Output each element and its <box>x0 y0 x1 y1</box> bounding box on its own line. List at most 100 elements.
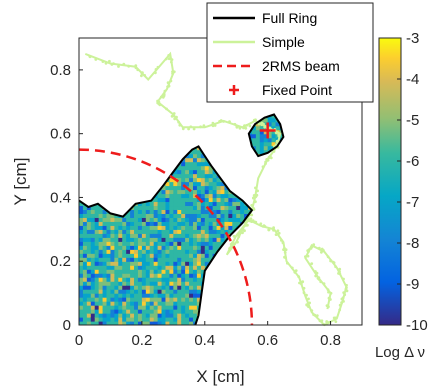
heat-cell <box>130 133 135 139</box>
heat-cell <box>208 141 214 147</box>
heat-cell <box>212 141 218 147</box>
heat-cell <box>82 197 88 203</box>
heat-cell <box>134 177 139 183</box>
heat-cell <box>149 265 155 270</box>
simple-point <box>283 251 287 254</box>
heat-cell <box>157 197 163 203</box>
heat-cell <box>220 249 226 254</box>
simple-point <box>164 57 168 61</box>
heat-cell <box>240 129 245 135</box>
heat-cell <box>236 285 241 290</box>
heat-cell <box>216 161 222 167</box>
heat-cell <box>94 209 100 214</box>
simple-point <box>241 231 244 235</box>
heat-cell <box>165 193 170 199</box>
heat-cell <box>251 225 257 230</box>
heat-cell <box>240 117 245 123</box>
heat-cell <box>110 225 115 230</box>
heat-cell <box>94 121 100 127</box>
heat-cell <box>244 261 249 266</box>
heat-cell <box>98 277 104 282</box>
heat-cell <box>259 197 265 203</box>
heat-cell <box>90 301 96 306</box>
heat-cell <box>145 237 151 242</box>
heat-cell <box>145 269 151 274</box>
heat-cell <box>181 249 186 254</box>
heat-cell <box>122 129 127 135</box>
heat-cell <box>208 293 214 298</box>
heat-cell <box>130 125 135 131</box>
heat-cell <box>134 189 139 195</box>
heat-cell <box>137 185 143 191</box>
heat-cell <box>200 173 206 179</box>
heat-cell <box>114 313 119 318</box>
heat-cell <box>224 205 229 211</box>
heat-cell <box>224 153 229 159</box>
heat-cell <box>208 305 214 310</box>
heat-cell <box>185 265 190 270</box>
heat-cell <box>271 177 277 183</box>
heat-cell <box>283 237 284 242</box>
heat-cell <box>114 221 119 226</box>
colorbar-ticks: -3-4-5-6-7-8-9-10 <box>397 30 428 334</box>
heat-cell <box>177 241 182 246</box>
heat-cell <box>263 173 269 179</box>
heat-cell <box>153 114 159 119</box>
heat-cell <box>275 169 281 175</box>
heat-cell <box>122 125 127 131</box>
heat-cell <box>94 321 100 325</box>
heat-cell <box>86 265 92 270</box>
heat-cell <box>196 173 202 179</box>
heat-cell <box>173 185 178 191</box>
heat-cell <box>244 213 249 218</box>
heat-cell <box>94 277 100 282</box>
heat-cell <box>173 285 178 290</box>
heat-cell <box>279 149 284 155</box>
heat-cell <box>212 281 218 286</box>
heat-cell <box>165 133 170 139</box>
heat-cell <box>141 209 147 214</box>
heat-cell <box>114 161 119 167</box>
heat-cell <box>185 237 190 242</box>
island-boundary <box>247 113 285 158</box>
heat-cell <box>181 201 186 207</box>
heat-cell <box>110 293 115 298</box>
heat-cell <box>106 217 112 222</box>
heat-cell <box>240 313 245 318</box>
heat-cell <box>169 165 174 171</box>
heat-cell <box>157 249 163 254</box>
heat-cell <box>153 257 159 262</box>
heat-cell <box>169 321 174 325</box>
heat-cell <box>114 289 119 294</box>
heat-cell <box>196 161 202 167</box>
heat-cell <box>102 253 108 258</box>
heat-cell <box>141 141 147 147</box>
heat-cell <box>283 285 284 290</box>
heat-cell <box>189 221 194 226</box>
heat-cell <box>204 225 210 230</box>
heat-cell <box>192 149 198 155</box>
heat-cell <box>126 117 131 123</box>
heat-cell <box>137 129 143 135</box>
heat-cell <box>137 145 143 151</box>
heat-cell <box>141 153 147 159</box>
heat-cell <box>165 129 170 135</box>
heat-cell <box>82 321 88 325</box>
heat-cell <box>94 133 100 139</box>
heat-cell <box>134 145 139 151</box>
heat-cell <box>264 106 269 111</box>
heat-cell <box>283 114 284 119</box>
heat-cell <box>217 106 222 111</box>
heat-cell <box>240 273 245 278</box>
simple-point <box>213 124 217 127</box>
heat-cell <box>185 169 190 175</box>
heat-cell <box>90 137 96 143</box>
heat-cell <box>232 305 237 310</box>
heat-cell <box>212 177 218 183</box>
heat-cell <box>212 265 218 270</box>
heat-cell <box>236 129 241 135</box>
heat-cell <box>181 265 186 270</box>
heat-cell <box>200 241 206 246</box>
heat-cell <box>212 261 218 266</box>
heat-cell <box>157 313 163 318</box>
